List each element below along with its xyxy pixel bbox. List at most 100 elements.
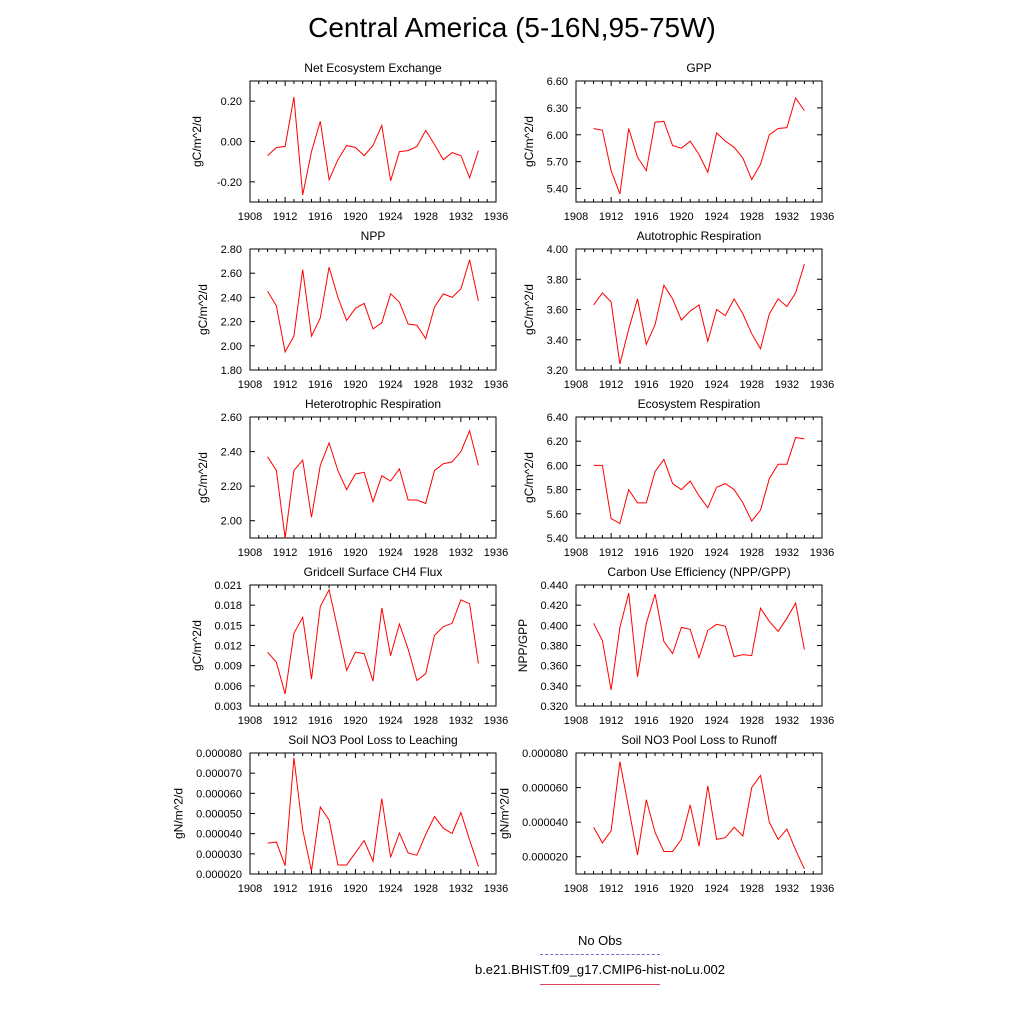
x-tick-label: 1912 [599,211,623,223]
x-tick-label: 1916 [634,211,658,223]
y-axis-label: gC/m^2/d [190,620,204,671]
x-tick-label: 1912 [599,379,623,391]
x-tick-label: 1936 [484,379,508,391]
y-tick-label: -0.20 [217,177,242,189]
y-tick-label: 0.000040 [196,829,242,841]
y-tick-label: 3.20 [547,365,568,377]
x-tick-label: 1908 [238,715,262,727]
y-tick-label: 0.400 [540,620,568,632]
x-tick-label: 1932 [775,547,799,559]
series-line [267,97,479,195]
x-tick-label: 1912 [273,211,297,223]
x-tick-label: 1912 [273,715,297,727]
x-tick-label: 1924 [378,379,402,391]
x-tick-label: 1920 [343,547,367,559]
x-tick-label: 1936 [484,883,508,895]
y-tick-label: 6.20 [547,436,568,448]
y-tick-label: 2.60 [221,412,242,424]
series-line [267,259,479,354]
y-tick-label: 2.00 [221,341,242,353]
y-tick-label: 0.000060 [522,783,568,795]
x-tick-label: 1920 [669,379,693,391]
x-tick-label: 1936 [484,547,508,559]
legend-no-obs-line [540,954,660,955]
series-line [267,757,479,872]
x-tick-label: 1908 [238,883,262,895]
chart-title: Soil NO3 Pool Loss to Runoff [621,733,778,747]
x-tick-label: 1924 [378,883,402,895]
x-tick-label: 1920 [669,211,693,223]
y-tick-label: 0.440 [540,580,568,592]
chart-panel-2: GPP 1908 1912 1916 1920 1924 1928 1932 1936 5.40 5… [522,61,834,223]
x-tick-label: 1928 [739,211,763,223]
x-tick-label: 1928 [413,883,437,895]
x-tick-label: 1916 [308,211,332,223]
x-tick-label: 1932 [449,715,473,727]
x-tick-label: 1928 [413,211,437,223]
x-tick-label: 1920 [343,379,367,391]
chart-panel-5: Heterotrophic Respiration 1908 1912 1916 192… [196,397,508,559]
x-tick-label: 1912 [599,547,623,559]
x-tick-label: 1932 [449,211,473,223]
y-tick-label: 4.00 [547,244,568,256]
x-tick-label: 1936 [484,211,508,223]
x-tick-label: 1908 [564,883,588,895]
series-line [593,96,805,195]
x-tick-label: 1908 [564,379,588,391]
legend-run-line [540,984,660,985]
y-tick-label: 2.80 [221,244,242,256]
x-tick-label: 1916 [634,715,658,727]
y-tick-label: 0.000040 [522,817,568,829]
y-tick-label: 5.40 [547,184,568,196]
chart-title: Carbon Use Efficiency (NPP/GPP) [607,565,790,579]
y-tick-label: 0.021 [214,580,242,592]
x-tick-label: 1932 [449,379,473,391]
x-tick-label: 1912 [599,715,623,727]
x-tick-label: 1908 [564,547,588,559]
x-tick-label: 1936 [810,379,834,391]
series-line [267,588,479,695]
x-tick-label: 1928 [739,883,763,895]
x-tick-label: 1936 [484,715,508,727]
plot-frame [249,80,497,203]
chart-panel-10: Soil NO3 Pool Loss to Runoff 1908 1912 1916… [497,733,834,895]
chart-title: GPP [686,61,711,75]
plot-frame [575,80,823,203]
y-axis-label: gN/m^2/d [171,788,185,839]
chart-title: Gridcell Surface CH4 Flux [304,565,443,579]
x-tick-label: 1912 [273,379,297,391]
chart-title: NPP [361,229,386,243]
chart-panel-9: Soil NO3 Pool Loss to Leaching 1908 1912 19… [171,733,508,895]
x-tick-label: 1924 [378,547,402,559]
legend-run-label: b.e21.BHIST.f09_g17.CMIP6-hist-noLu.002 [474,962,726,977]
x-tick-label: 1920 [669,547,693,559]
y-tick-label: 0.340 [540,681,568,693]
y-tick-label: 0.015 [214,620,242,632]
chart-title: Autotrophic Respiration [637,229,762,243]
x-tick-label: 1916 [308,715,332,727]
series-line [593,592,805,690]
x-tick-label: 1920 [669,715,693,727]
x-tick-label: 1912 [273,883,297,895]
y-tick-label: 0.000080 [522,748,568,760]
y-tick-label: 2.40 [221,447,242,459]
x-tick-label: 1908 [564,715,588,727]
x-tick-label: 1924 [704,883,728,895]
chart-title: Heterotrophic Respiration [305,397,441,411]
y-tick-label: 5.40 [547,533,568,545]
y-tick-label: 2.20 [221,317,242,329]
y-tick-label: 2.20 [221,481,242,493]
x-tick-label: 1928 [739,547,763,559]
x-tick-label: 1908 [238,547,262,559]
y-tick-label: 0.012 [214,641,242,653]
page-title: Central America (5-16N,95-75W) [308,12,716,43]
y-tick-label: 0.000070 [196,768,242,780]
x-tick-label: 1916 [634,547,658,559]
chart-panel-3: NPP 1908 1912 1916 1920 1924 1928 1932 1936 1.80 2… [196,229,508,391]
x-tick-label: 1908 [238,379,262,391]
y-tick-label: 6.00 [547,460,568,472]
y-tick-label: 5.70 [547,157,568,169]
plot-frame [575,248,823,371]
y-axis-label: gC/m^2/d [196,284,210,335]
x-tick-label: 1916 [308,379,332,391]
